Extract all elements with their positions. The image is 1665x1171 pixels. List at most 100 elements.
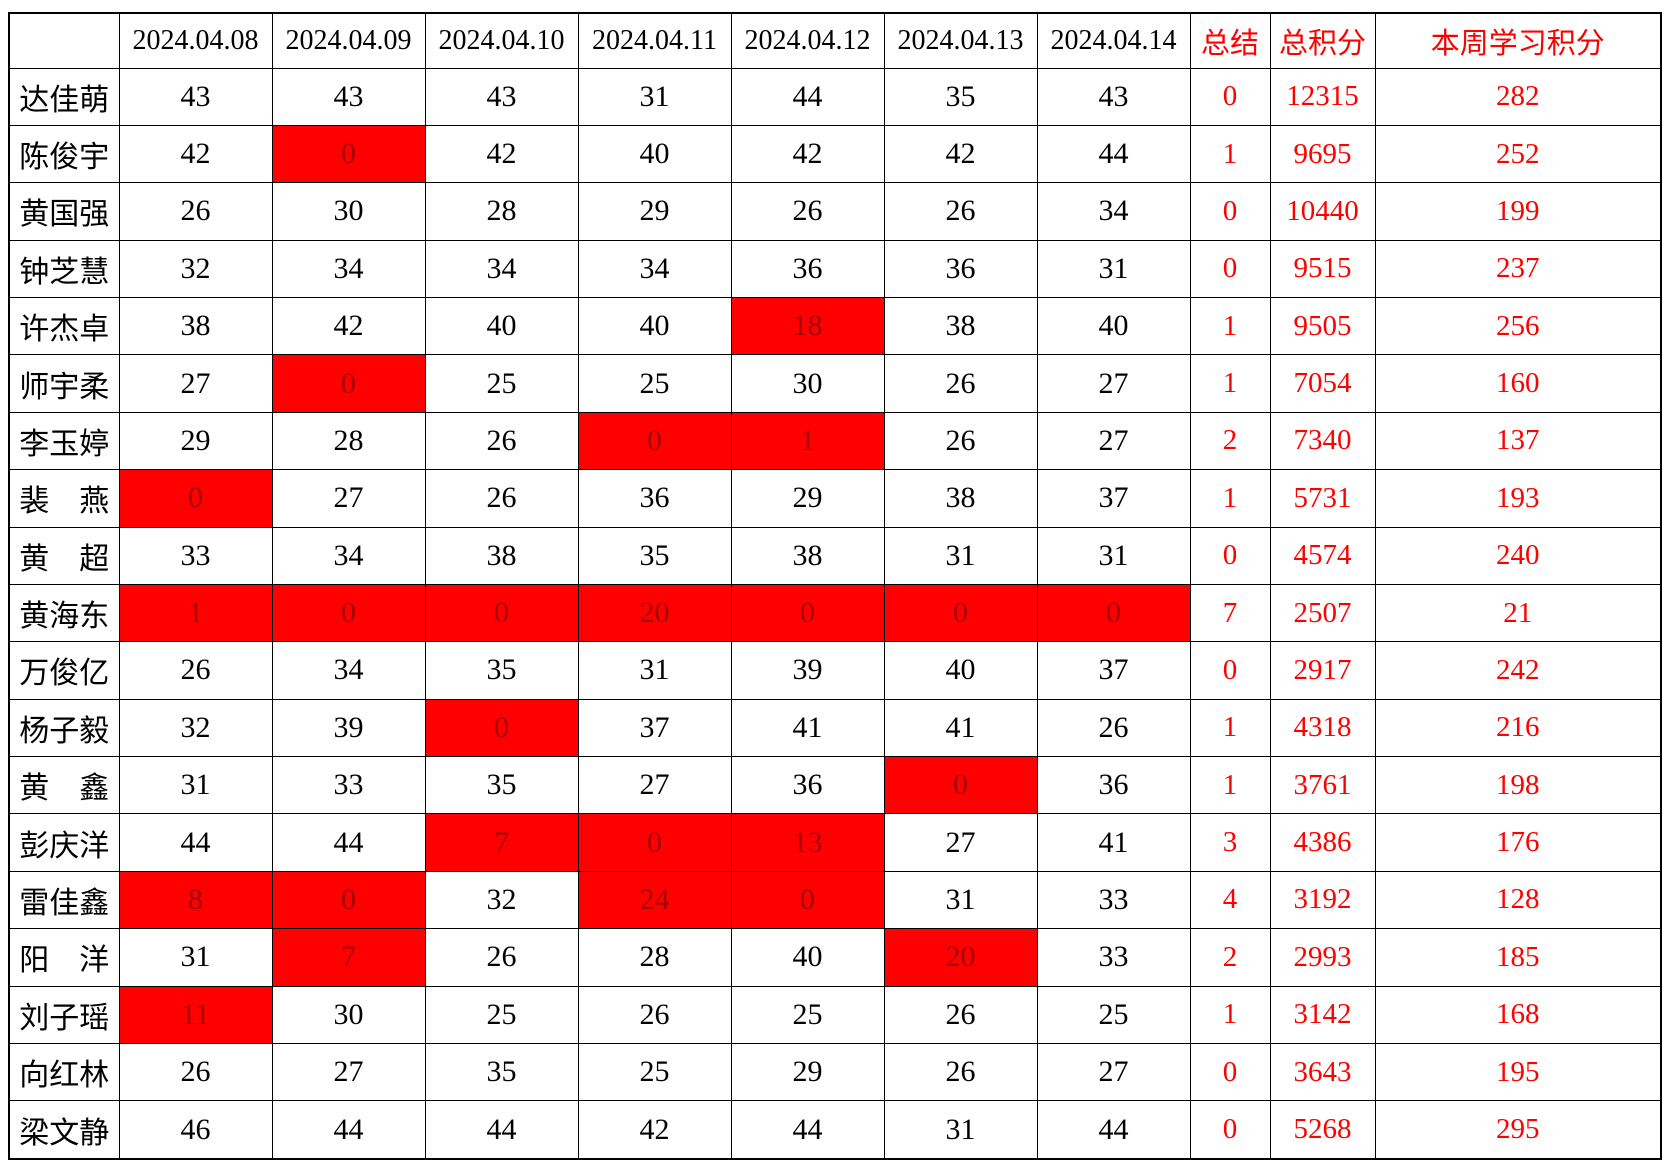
summary-column-header: 总结 (1189, 12, 1271, 69)
daily-score-cell: 36 (577, 469, 732, 528)
week-points-cell: 168 (1374, 985, 1662, 1044)
table-row: 裴 燕 0 27 26 36 29 38 37 1 5731 193 (8, 469, 1662, 528)
summary-count-cell: 1 (1189, 698, 1271, 758)
student-name-cell: 梁文静 (8, 1100, 120, 1160)
daily-score-cell: 27 (1036, 354, 1191, 413)
summary-count-cell: 1 (1189, 755, 1271, 815)
week-points-cell: 256 (1374, 296, 1662, 356)
daily-score-cell: 26 (118, 182, 273, 241)
daily-score-cell: 31 (1036, 239, 1191, 299)
total-points-column-header: 总积分 (1269, 12, 1376, 69)
summary-count-cell: 7 (1189, 583, 1271, 643)
daily-score-cell: 0 (577, 411, 732, 471)
week-points-cell: 185 (1374, 928, 1662, 987)
daily-score-cell: 37 (577, 698, 732, 758)
week-points-cell: 242 (1374, 641, 1662, 700)
daily-score-cell: 26 (883, 1042, 1038, 1102)
week-points-cell: 240 (1374, 526, 1662, 585)
daily-score-cell: 25 (577, 1042, 732, 1102)
total-points-cell: 4574 (1269, 526, 1376, 585)
daily-score-cell: 40 (577, 124, 732, 184)
daily-score-cell: 32 (118, 698, 273, 758)
summary-count-cell: 0 (1189, 641, 1271, 700)
daily-score-cell: 27 (271, 469, 426, 528)
daily-score-cell: 38 (424, 526, 579, 585)
week-points-cell: 216 (1374, 698, 1662, 758)
week-points-cell: 195 (1374, 1042, 1662, 1102)
corner-cell (8, 12, 120, 69)
daily-score-cell: 26 (883, 985, 1038, 1044)
daily-score-cell: 37 (1036, 469, 1191, 528)
table-row: 钟芝慧 32 34 34 34 36 36 31 0 9515 237 (8, 239, 1662, 299)
summary-count-cell: 1 (1189, 985, 1271, 1044)
daily-score-cell: 29 (730, 469, 885, 528)
daily-score-cell: 33 (1036, 928, 1191, 987)
daily-score-cell: 32 (118, 239, 273, 299)
daily-score-cell: 26 (883, 182, 1038, 241)
daily-score-cell: 0 (271, 354, 426, 413)
total-points-cell: 10440 (1269, 182, 1376, 241)
week-points-cell: 160 (1374, 354, 1662, 413)
daily-score-cell: 41 (730, 698, 885, 758)
daily-score-cell: 31 (883, 870, 1038, 930)
daily-score-cell: 40 (577, 296, 732, 356)
student-name-cell: 阳 洋 (8, 928, 120, 987)
daily-score-cell: 26 (883, 354, 1038, 413)
date-column-header: 2024.04.09 (271, 12, 426, 69)
daily-score-cell: 44 (730, 1100, 885, 1160)
student-name-cell: 黄 超 (8, 526, 120, 585)
score-table: 2024.04.08 2024.04.09 2024.04.10 2024.04… (8, 12, 1662, 1160)
daily-score-cell: 34 (271, 526, 426, 585)
daily-score-cell: 37 (1036, 641, 1191, 700)
daily-score-cell: 0 (118, 469, 273, 528)
daily-score-cell: 18 (730, 296, 885, 356)
daily-score-cell: 26 (424, 411, 579, 471)
daily-score-cell: 1 (118, 583, 273, 643)
daily-score-cell: 27 (118, 354, 273, 413)
week-points-cell: 21 (1374, 583, 1662, 643)
student-name-cell: 黄国强 (8, 182, 120, 241)
daily-score-cell: 28 (424, 182, 579, 241)
daily-score-cell: 34 (271, 239, 426, 299)
daily-score-cell: 42 (730, 124, 885, 184)
daily-score-cell: 38 (730, 526, 885, 585)
summary-count-cell: 0 (1189, 67, 1271, 126)
daily-score-cell: 25 (424, 985, 579, 1044)
student-name-cell: 裴 燕 (8, 469, 120, 528)
daily-score-cell: 26 (118, 1042, 273, 1102)
student-name-cell: 李玉婷 (8, 411, 120, 471)
table-row: 杨子毅 32 39 0 37 41 41 26 1 4318 216 (8, 698, 1662, 758)
summary-count-cell: 0 (1189, 182, 1271, 241)
student-name-cell: 彭庆洋 (8, 813, 120, 872)
summary-count-cell: 1 (1189, 124, 1271, 184)
daily-score-cell: 26 (424, 928, 579, 987)
total-points-cell: 3142 (1269, 985, 1376, 1044)
summary-count-cell: 2 (1189, 411, 1271, 471)
daily-score-cell: 42 (577, 1100, 732, 1160)
daily-score-cell: 31 (577, 67, 732, 126)
daily-score-cell: 35 (424, 755, 579, 815)
daily-score-cell: 27 (1036, 1042, 1191, 1102)
summary-count-cell: 1 (1189, 354, 1271, 413)
total-points-cell: 3643 (1269, 1042, 1376, 1102)
student-name-cell: 万俊亿 (8, 641, 120, 700)
summary-count-cell: 0 (1189, 239, 1271, 299)
daily-score-cell: 0 (730, 583, 885, 643)
summary-count-cell: 1 (1189, 296, 1271, 356)
summary-count-cell: 3 (1189, 813, 1271, 872)
daily-score-cell: 20 (883, 928, 1038, 987)
date-column-header: 2024.04.14 (1036, 12, 1191, 69)
daily-score-cell: 0 (424, 583, 579, 643)
student-name-cell: 陈俊宇 (8, 124, 120, 184)
daily-score-cell: 44 (1036, 124, 1191, 184)
daily-score-cell: 38 (118, 296, 273, 356)
week-points-cell: 137 (1374, 411, 1662, 471)
table-row: 阳 洋 31 7 26 28 40 20 33 2 2993 185 (8, 928, 1662, 987)
daily-score-cell: 31 (1036, 526, 1191, 585)
total-points-cell: 7054 (1269, 354, 1376, 413)
summary-count-cell: 0 (1189, 1042, 1271, 1102)
student-name-cell: 钟芝慧 (8, 239, 120, 299)
daily-score-cell: 31 (883, 1100, 1038, 1160)
total-points-cell: 2993 (1269, 928, 1376, 987)
daily-score-cell: 26 (118, 641, 273, 700)
